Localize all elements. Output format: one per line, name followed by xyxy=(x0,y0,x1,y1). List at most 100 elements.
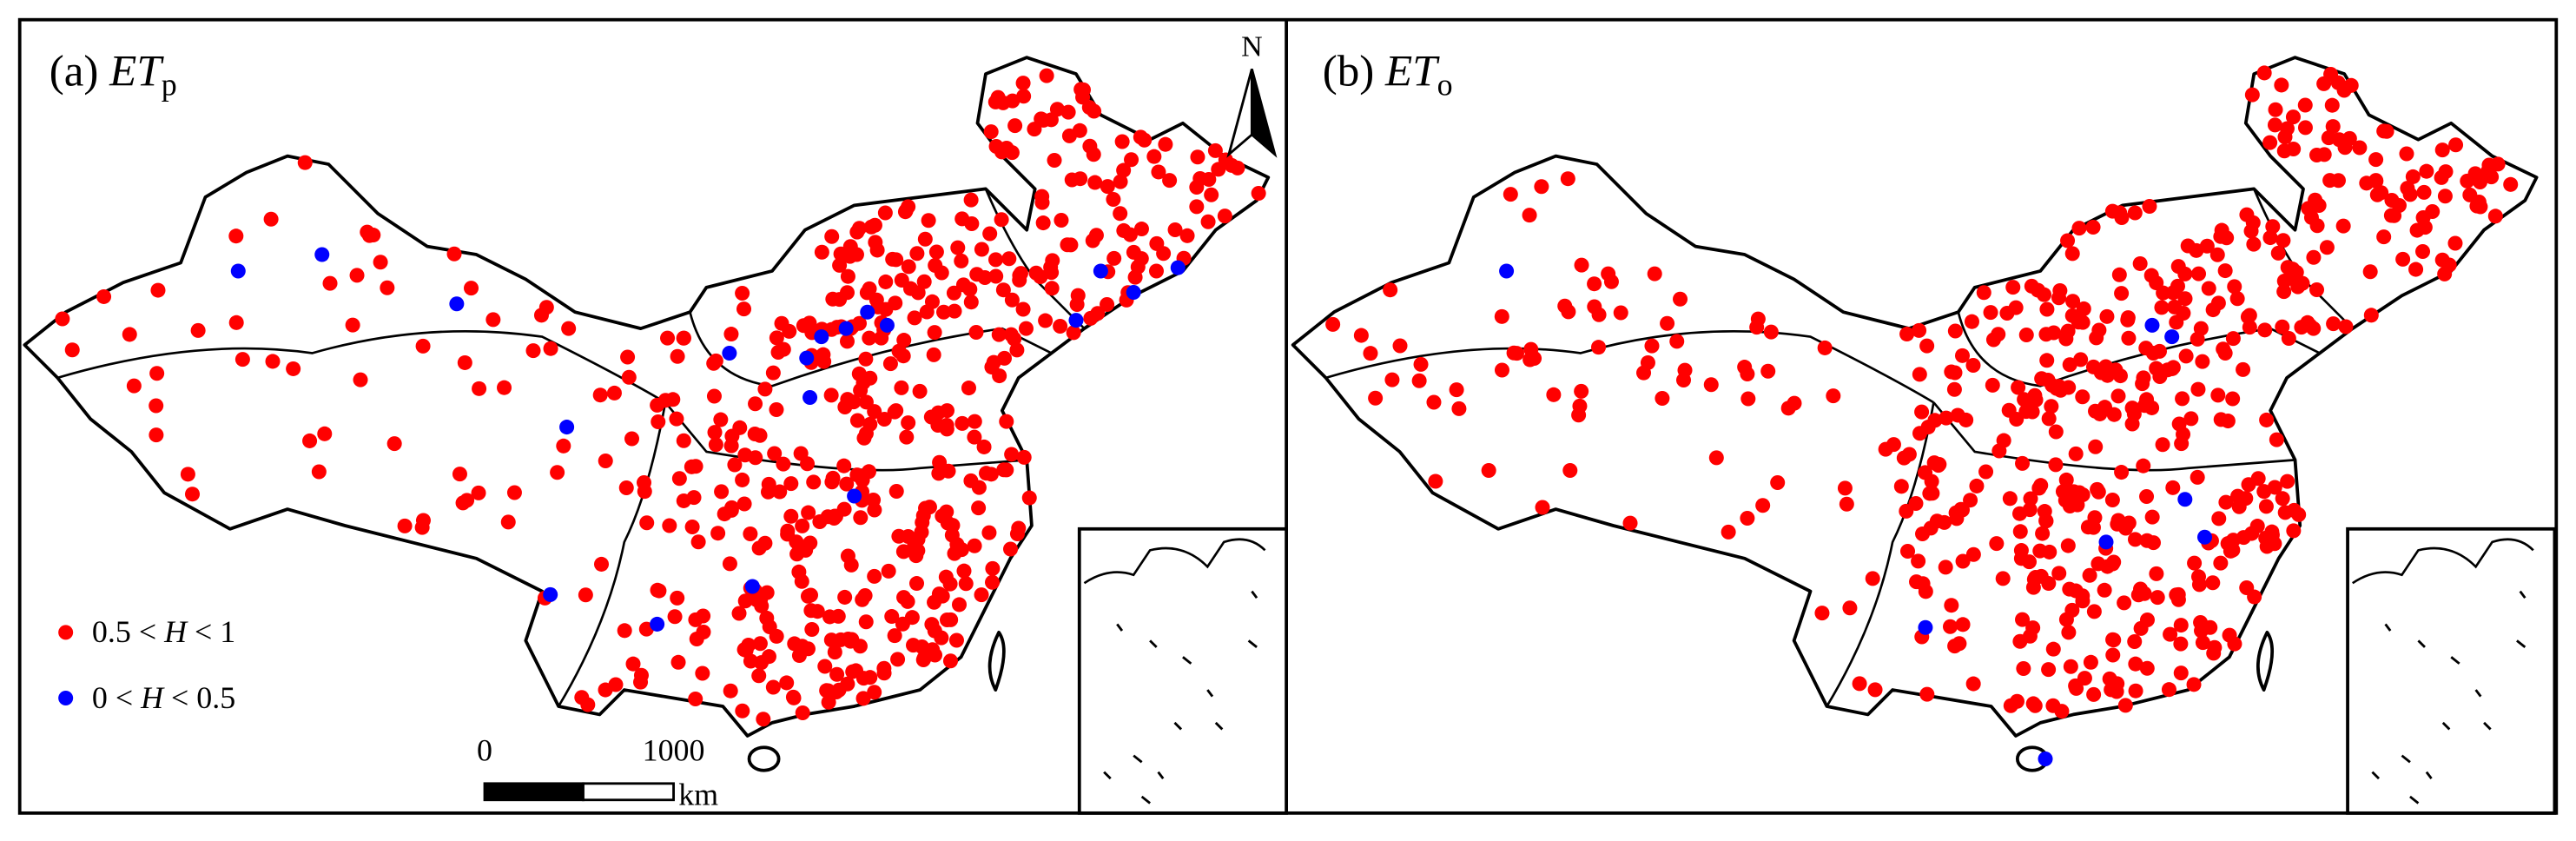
station-dot xyxy=(877,205,893,221)
inset-island xyxy=(1157,771,1165,780)
station-dot xyxy=(910,543,926,559)
station-dot xyxy=(735,703,750,718)
station-dot xyxy=(760,484,776,500)
station-dot xyxy=(1647,266,1662,281)
station-dot xyxy=(2210,387,2226,403)
panel-tag: (a) xyxy=(50,47,99,96)
station-dot xyxy=(1770,474,1786,490)
station-dot xyxy=(578,587,593,603)
station-dot xyxy=(1837,480,1853,496)
station-dot xyxy=(314,247,330,262)
station-dot xyxy=(756,712,771,727)
station-dot xyxy=(2111,267,2127,282)
station-dot xyxy=(1673,291,1688,307)
station-dot xyxy=(2438,164,2454,180)
station-dot xyxy=(891,528,907,544)
station-dot xyxy=(1937,514,1952,530)
station-dot xyxy=(2176,427,2191,442)
station-dot xyxy=(963,192,979,208)
station-dot xyxy=(1189,180,1205,195)
station-dot xyxy=(690,534,706,550)
station-dot xyxy=(2015,612,2031,627)
station-dot xyxy=(671,471,687,487)
station-dot xyxy=(780,523,796,539)
legend-prefix: 0.5 < xyxy=(92,614,164,649)
station-dot xyxy=(2117,698,2133,713)
station-dot xyxy=(2041,411,2057,427)
station-dot xyxy=(2025,620,2041,636)
legend-prefix: 0 < xyxy=(92,680,141,715)
region-boundary xyxy=(1957,311,2321,387)
station-dot xyxy=(987,252,1003,268)
station-dot xyxy=(2285,109,2301,125)
station-dot xyxy=(2343,77,2359,93)
station-dot xyxy=(2276,143,2292,159)
station-dot xyxy=(1948,505,1964,520)
station-dot xyxy=(851,366,867,381)
station-dot xyxy=(950,240,966,255)
station-dot xyxy=(2306,249,2322,265)
station-dot xyxy=(263,211,279,227)
station-dot xyxy=(1009,342,1025,358)
station-dot xyxy=(1660,315,1675,331)
scale-start: 0 xyxy=(477,732,492,767)
station-dot xyxy=(1126,244,1141,260)
station-dot xyxy=(849,224,865,240)
station-dot xyxy=(852,639,868,654)
station-dot xyxy=(851,315,867,331)
station-dot xyxy=(1918,584,1933,599)
station-dot xyxy=(999,414,1014,429)
station-dot xyxy=(180,467,195,482)
station-dot xyxy=(1004,292,1020,308)
station-dot xyxy=(2275,233,2291,248)
station-dot xyxy=(593,556,610,572)
station-dot xyxy=(1912,322,1927,338)
station-dot xyxy=(757,381,773,397)
station-dot xyxy=(982,226,998,242)
station-dot xyxy=(958,576,974,592)
station-dot xyxy=(621,369,637,385)
station-dot xyxy=(2201,281,2216,296)
station-dot xyxy=(912,383,928,399)
station-dot xyxy=(816,354,832,369)
station-dot xyxy=(951,597,968,613)
station-dot xyxy=(1038,313,1054,328)
inset-island xyxy=(1116,623,1124,632)
station-dot xyxy=(2165,480,2181,495)
inset-island xyxy=(1247,639,1258,649)
station-dot xyxy=(1189,199,1205,215)
station-dot xyxy=(994,144,1009,160)
station-dot xyxy=(862,670,878,685)
station-dot xyxy=(1911,553,1926,569)
station-dot xyxy=(2154,300,2170,315)
panel-tag: (b) xyxy=(1323,47,1375,96)
station-dot xyxy=(624,431,640,447)
station-dot xyxy=(2037,504,2052,520)
station-dot xyxy=(2018,404,2034,420)
station-dot xyxy=(1669,334,1685,349)
station-dot xyxy=(1939,410,1954,426)
station-dot xyxy=(1088,228,1104,243)
station-dot xyxy=(2209,247,2225,262)
station-dot xyxy=(2244,87,2260,103)
station-dot xyxy=(2132,255,2148,271)
station-dot xyxy=(858,394,874,410)
station-dot xyxy=(2139,392,2155,407)
station-dot xyxy=(2110,388,2126,404)
station-dot xyxy=(801,505,816,520)
station-dot xyxy=(1392,338,1408,354)
station-dot xyxy=(2075,389,2091,405)
station-dot xyxy=(2249,519,2265,534)
station-dot xyxy=(1914,404,1930,420)
station-dot xyxy=(639,515,655,531)
station-dot xyxy=(1814,606,1830,621)
station-dot xyxy=(1060,104,1076,120)
station-dot xyxy=(2127,205,2143,221)
station-dot xyxy=(1927,413,1943,428)
station-dot xyxy=(349,268,365,283)
station-dot xyxy=(2083,654,2098,670)
station-dot xyxy=(1368,390,1384,406)
station-dot xyxy=(1644,338,1660,354)
panel-variable: ET xyxy=(109,47,164,96)
